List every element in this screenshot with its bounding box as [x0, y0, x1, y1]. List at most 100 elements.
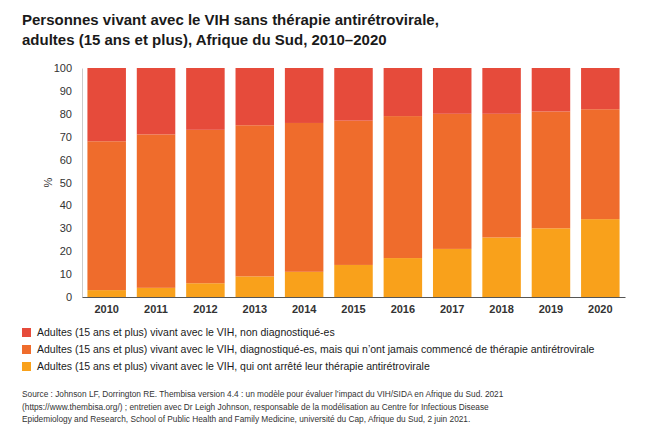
- legend-label: Adultes (15 ans et plus) vivant avec le …: [37, 360, 430, 372]
- bar-segment: [87, 141, 126, 290]
- background: [0, 0, 670, 431]
- bar-segment: [482, 68, 521, 114]
- bar-segment: [137, 288, 176, 297]
- bars: [87, 68, 619, 297]
- x-tick-label: 2019: [539, 303, 563, 315]
- y-tick: 80: [60, 108, 82, 120]
- bar-segment: [87, 68, 126, 141]
- legend-swatch: [22, 345, 31, 354]
- y-tick-label: 40: [60, 199, 72, 211]
- x-tick-label: 2013: [243, 303, 267, 315]
- x-tick: 2020: [588, 297, 612, 315]
- bar-segment: [137, 68, 176, 134]
- y-tick-label: 100: [54, 62, 72, 74]
- bar-segment: [236, 125, 275, 276]
- bar-segment: [384, 116, 423, 258]
- y-axis-line: [82, 69, 83, 298]
- x-tick-label: 2012: [193, 303, 217, 315]
- bar-segment: [482, 237, 521, 297]
- y-tick: 0: [66, 291, 82, 303]
- y-tick: 30: [60, 222, 82, 234]
- bar-segment: [482, 114, 521, 238]
- bar-segment: [236, 68, 275, 125]
- y-tick-label: 30: [60, 222, 72, 234]
- chart-container: Personnes vivant avec le VIH sans thérap…: [0, 0, 670, 431]
- bar-segment: [87, 290, 126, 297]
- legend-swatch: [22, 362, 31, 371]
- y-tick: 70: [60, 131, 82, 143]
- x-tick: 2016: [391, 297, 415, 315]
- bar-segment: [285, 272, 324, 297]
- x-tick-label: 2017: [440, 303, 464, 315]
- bar-segment: [285, 123, 324, 272]
- x-tick: 2019: [539, 297, 563, 315]
- x-tick-label: 2010: [94, 303, 118, 315]
- bar-segment: [581, 109, 620, 219]
- y-axis: 0 10 20 30 40 50 60 70 80 90 100: [54, 62, 83, 303]
- bar-segment: [236, 276, 275, 297]
- bar-segment: [433, 68, 472, 114]
- bar-segment: [384, 68, 423, 116]
- x-tick: 2011: [144, 297, 168, 315]
- bar-segment: [186, 130, 225, 283]
- y-tick-label: 70: [60, 131, 72, 143]
- y-tick: 40: [60, 199, 82, 211]
- x-tick: 2013: [243, 297, 267, 315]
- bar-segment: [581, 219, 620, 297]
- legend-label: Adultes (15 ans et plus) vivant avec le …: [37, 326, 335, 338]
- x-tick: 2018: [489, 297, 513, 315]
- x-tick: 2017: [440, 297, 464, 315]
- source: Source : Johnson LF, Dorrington RE. Them…: [22, 389, 504, 424]
- bar-segment: [186, 283, 225, 297]
- bar-segment: [532, 112, 571, 229]
- bar-segment: [186, 68, 225, 130]
- y-tick-label: 0: [66, 291, 72, 303]
- y-tick-label: 90: [60, 85, 72, 97]
- bar-segment: [334, 121, 373, 265]
- chart-title: Personnes vivant avec le VIH sans thérap…: [22, 11, 439, 28]
- y-tick: 60: [60, 154, 82, 166]
- y-tick: 20: [60, 245, 82, 257]
- legend: Adultes (15 ans et plus) vivant avec le …: [22, 326, 595, 372]
- bar-segment: [384, 258, 423, 297]
- source-note: Epidemiology and Research, School of Pub…: [22, 414, 470, 424]
- legend-swatch: [22, 328, 31, 337]
- x-tick-label: 2011: [144, 303, 168, 315]
- bar-segment: [532, 68, 571, 112]
- bar-segment: [285, 68, 324, 123]
- bar-segment: [334, 68, 373, 121]
- x-tick: 2012: [193, 297, 217, 315]
- bar-segment: [581, 68, 620, 109]
- x-axis-line: [83, 297, 626, 298]
- chart-svg: Personnes vivant avec le VIH sans thérap…: [0, 0, 670, 431]
- y-tick-label: 50: [60, 177, 72, 189]
- x-axis: 2010 2011 2012 2013 2014 2015 2016 2017 2018 2019…: [83, 297, 626, 315]
- x-tick: 2010: [94, 297, 118, 315]
- y-axis-title: %: [42, 177, 54, 187]
- y-tick-label: 20: [60, 245, 72, 257]
- title-group: Personnes vivant avec le VIH sans thérap…: [22, 11, 439, 48]
- bar-segment: [433, 114, 472, 249]
- chart-title: adultes (15 ans et plus), Afrique du Sud…: [22, 31, 387, 48]
- x-tick-label: 2018: [489, 303, 513, 315]
- source-note: Source : Johnson LF, Dorrington RE. Them…: [22, 389, 504, 399]
- legend-label: Adultes (15 ans et plus) vivant avec le …: [37, 343, 595, 355]
- y-tick-label: 80: [60, 108, 72, 120]
- x-tick: 2014: [292, 297, 317, 315]
- x-tick-label: 2014: [292, 303, 317, 315]
- bar-segment: [532, 228, 571, 297]
- x-tick-label: 2020: [588, 303, 612, 315]
- x-tick: 2015: [341, 297, 365, 315]
- y-tick-label: 60: [60, 154, 72, 166]
- y-tick: 100: [54, 62, 82, 74]
- y-tick: 10: [60, 268, 82, 280]
- bar-segment: [334, 265, 373, 297]
- y-tick: 50: [60, 177, 82, 189]
- bar-segment: [433, 249, 472, 297]
- x-tick-label: 2016: [391, 303, 415, 315]
- y-tick: 90: [60, 85, 82, 97]
- y-tick-label: 10: [60, 268, 72, 280]
- source-note: (https://www.thembisa.org/) ; entretien …: [22, 402, 489, 412]
- x-tick-label: 2015: [341, 303, 365, 315]
- bar-segment: [137, 134, 176, 287]
